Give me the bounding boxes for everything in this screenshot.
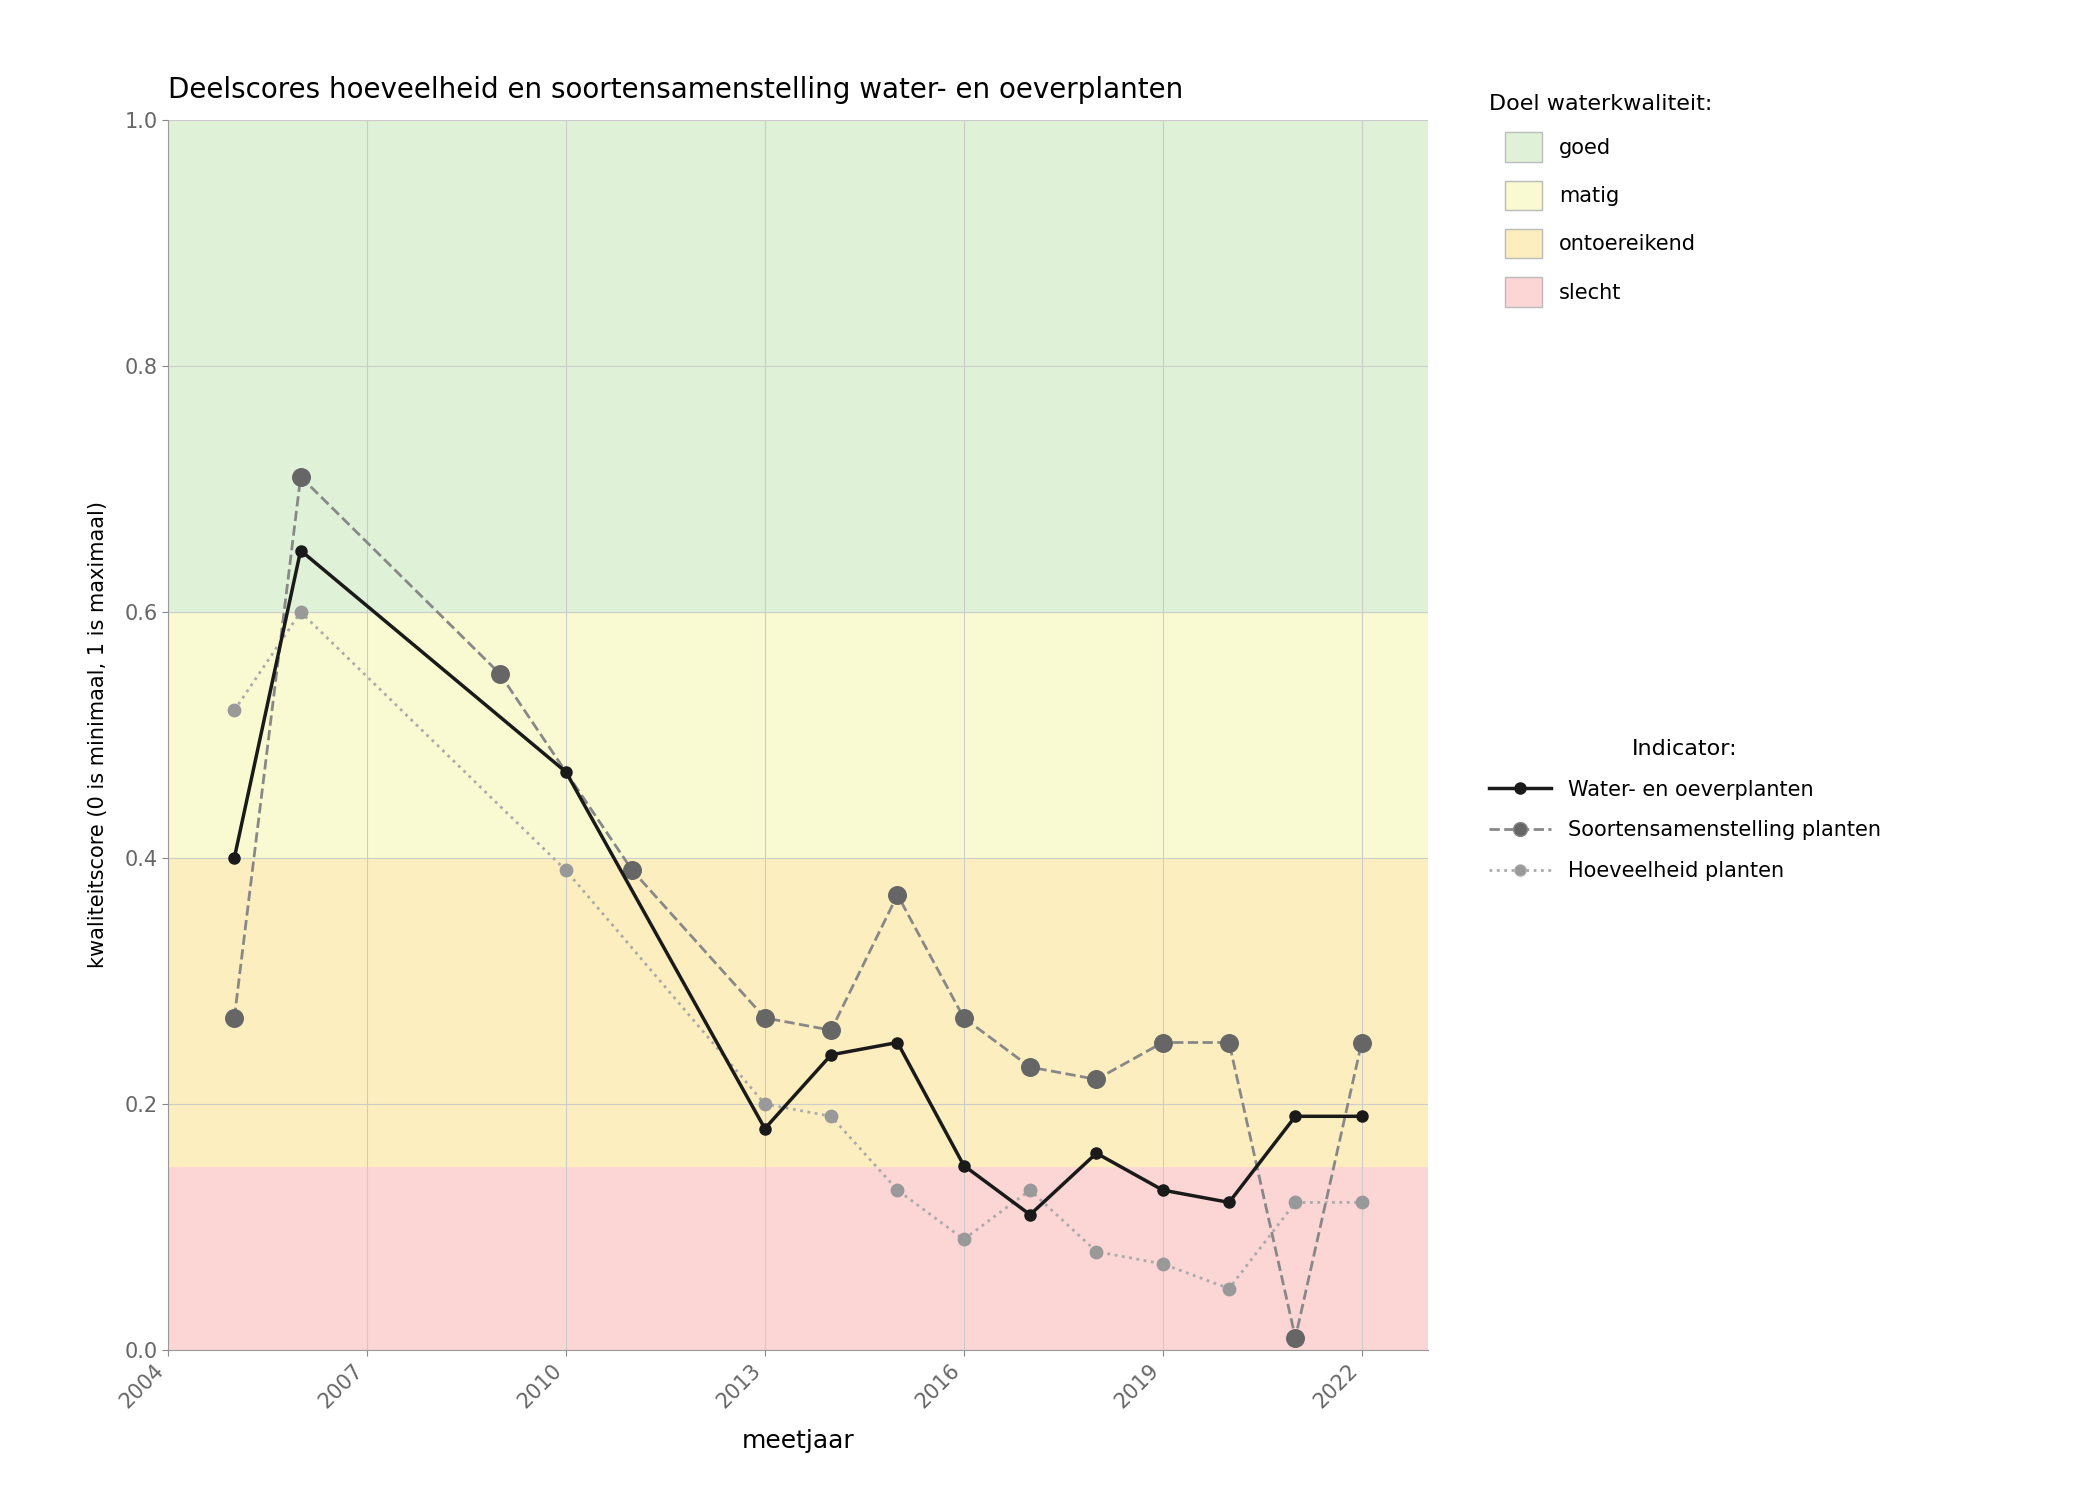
Point [1279, 1191, 1312, 1215]
Point [1147, 1252, 1180, 1276]
Point [615, 858, 649, 882]
Point [947, 1227, 981, 1251]
Point [1344, 1030, 1378, 1054]
Bar [168, 612, 1428, 858]
Point [483, 662, 517, 686]
Point [218, 699, 252, 723]
Bar [168, 858, 1428, 1166]
Point [1212, 1030, 1245, 1054]
Point [548, 858, 582, 882]
Bar [168, 120, 1428, 612]
Point [1344, 1191, 1378, 1215]
Text: Deelscores hoeveelheid en soortensamenstelling water- en oeverplanten: Deelscores hoeveelheid en soortensamenst… [168, 76, 1182, 104]
Point [1079, 1068, 1113, 1092]
Point [1079, 1239, 1113, 1263]
X-axis label: meetjaar: meetjaar [741, 1430, 855, 1454]
Point [748, 1007, 781, 1031]
Point [218, 1007, 252, 1031]
Point [1212, 1276, 1245, 1300]
Point [1279, 1326, 1312, 1350]
Point [947, 1007, 981, 1031]
Point [880, 1178, 914, 1202]
Point [1014, 1054, 1048, 1078]
Point [1147, 1030, 1180, 1054]
Y-axis label: kwaliteitscore (0 is minimaal, 1 is maximaal): kwaliteitscore (0 is minimaal, 1 is maxi… [88, 501, 107, 969]
Point [880, 884, 914, 908]
Bar [168, 1166, 1428, 1350]
Point [284, 465, 317, 489]
Legend: goed, matig, ontoereikend, slecht: goed, matig, ontoereikend, slecht [1480, 86, 1720, 315]
Point [815, 1019, 848, 1042]
Point [1014, 1178, 1048, 1202]
Point [748, 1092, 781, 1116]
Legend: Water- en oeverplanten, Soortensamenstelling planten, Hoeveelheid planten: Water- en oeverplanten, Soortensamenstel… [1480, 730, 1890, 890]
Point [815, 1104, 848, 1128]
Point [284, 600, 317, 624]
